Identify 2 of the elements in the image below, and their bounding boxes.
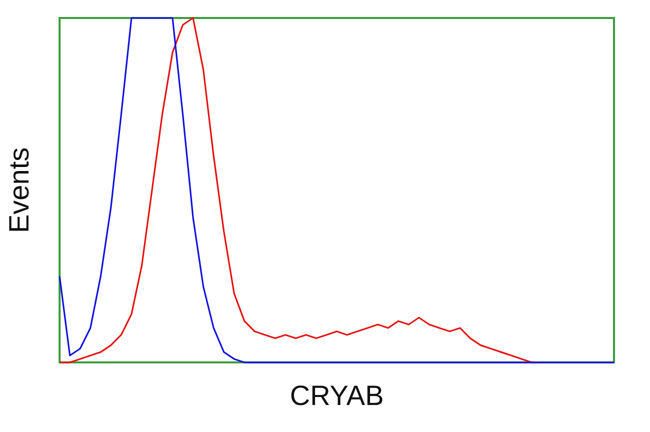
- x-axis-title: CRYAB: [290, 380, 384, 411]
- y-axis-title: Events: [4, 147, 35, 234]
